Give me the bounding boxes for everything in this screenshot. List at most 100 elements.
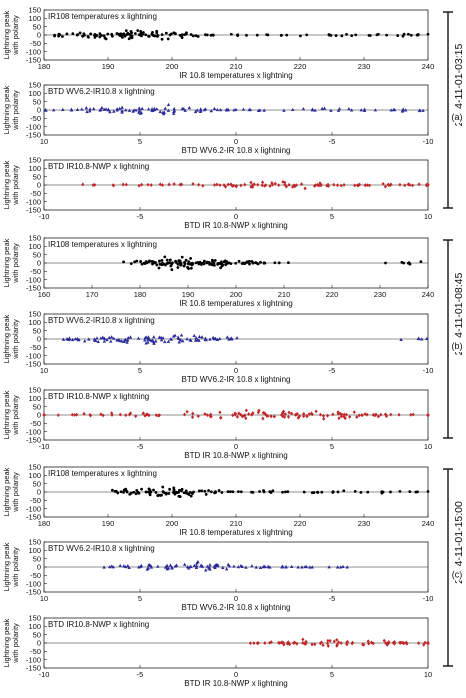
data-point	[299, 182, 304, 187]
data-point	[160, 37, 164, 41]
data-point	[215, 337, 220, 342]
data-point	[135, 259, 139, 263]
data-point	[266, 414, 270, 418]
data-point	[71, 32, 75, 36]
data-point	[157, 259, 161, 263]
x-tick-label: 0	[234, 442, 238, 451]
data-point	[345, 32, 348, 36]
data-point	[236, 34, 240, 37]
data-point	[212, 183, 217, 187]
data-point	[244, 416, 248, 421]
data-point	[367, 183, 372, 188]
data-point	[75, 412, 79, 417]
data-point	[172, 31, 176, 35]
data-point	[99, 336, 103, 340]
data-point	[379, 412, 383, 417]
data-point	[239, 563, 243, 568]
data-point	[165, 564, 169, 568]
x-tick-label: 0	[234, 366, 238, 375]
data-point	[322, 106, 327, 110]
data-point	[179, 333, 184, 337]
data-point	[271, 489, 275, 493]
data-point	[357, 182, 362, 187]
data-point	[219, 266, 222, 270]
y-tick-label: 100	[28, 622, 41, 631]
data-point	[197, 182, 201, 187]
data-point	[310, 565, 314, 569]
data-point	[125, 490, 129, 494]
x-tick-label: 180	[134, 290, 147, 299]
data-point	[182, 562, 187, 566]
chart-title: BTD WV6.2-IR10.8 x lightning	[48, 316, 155, 325]
y-tick-label: -100	[26, 275, 41, 284]
data-point	[392, 107, 396, 111]
y-tick-label: -100	[26, 197, 41, 206]
data-point	[416, 336, 421, 340]
data-point	[106, 32, 110, 36]
data-point	[213, 565, 217, 570]
data-point	[342, 489, 346, 493]
y-tick-label: -150	[26, 131, 41, 140]
data-point	[193, 338, 198, 342]
data-point	[239, 412, 243, 417]
data-point	[386, 183, 391, 187]
data-point	[371, 641, 375, 646]
data-point	[152, 34, 156, 38]
data-point	[136, 336, 141, 340]
y-axis-label: Lightning peakwith polarity	[2, 618, 20, 667]
data-point	[385, 641, 389, 646]
y-tick-label: -100	[26, 427, 41, 436]
data-point	[226, 490, 230, 494]
data-point	[167, 182, 171, 187]
data-point	[60, 35, 64, 38]
data-point	[269, 640, 273, 644]
x-tick-label: 0	[234, 212, 238, 221]
data-point	[414, 490, 418, 494]
data-point	[102, 336, 107, 340]
data-point	[126, 338, 130, 342]
data-point	[326, 638, 330, 643]
data-point	[297, 414, 302, 418]
data-point	[185, 337, 189, 341]
y-axis-label-line: Lightning peak	[2, 542, 11, 591]
data-point	[326, 644, 330, 648]
data-point	[134, 414, 138, 419]
x-tick-label: 10	[424, 442, 432, 451]
data-point	[185, 564, 190, 569]
data-point	[215, 182, 219, 187]
x-axis-label: BTD WV6.2-IR 10.8 x lightning	[182, 375, 291, 384]
data-point	[167, 492, 171, 495]
data-point	[270, 182, 275, 187]
x-tick-label: 5	[330, 442, 334, 451]
data-point	[283, 490, 287, 494]
data-point	[231, 490, 235, 494]
data-point	[227, 261, 231, 265]
data-point	[295, 641, 299, 646]
data-point	[168, 337, 173, 341]
data-point	[256, 641, 260, 645]
y-tick-label: -50	[30, 419, 41, 428]
y-tick-label: 50	[33, 97, 41, 106]
data-point	[122, 564, 126, 568]
x-tick-label: 10	[40, 366, 48, 375]
x-tick-label: -10	[423, 366, 434, 375]
data-point	[155, 29, 159, 33]
data-point	[195, 108, 200, 112]
data-point	[408, 262, 412, 266]
data-point	[148, 493, 152, 497]
data-point	[112, 109, 116, 113]
y-tick-label: 50	[33, 22, 41, 31]
y-axis-label-line: with polarity	[11, 165, 20, 206]
y-tick-label: 150	[28, 234, 41, 243]
y-axis-label: Lightning peakwith polarity	[2, 314, 20, 363]
data-point	[250, 490, 253, 494]
data-point	[189, 338, 193, 342]
data-point	[405, 641, 409, 646]
data-point	[266, 565, 271, 569]
data-point	[159, 338, 164, 342]
data-point	[256, 182, 260, 187]
chart-title: BTD WV6.2-IR10.8 x lightning	[48, 544, 155, 553]
data-point	[189, 33, 193, 36]
data-point	[131, 109, 135, 113]
